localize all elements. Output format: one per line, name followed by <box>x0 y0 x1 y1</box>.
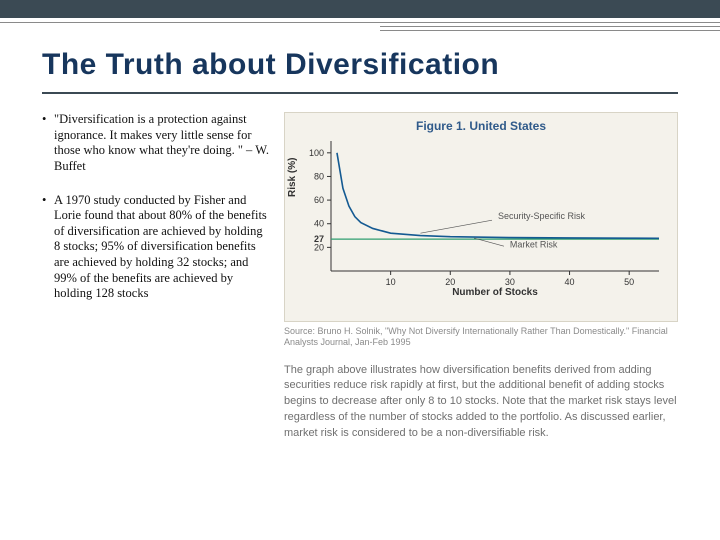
svg-text:Number of Stocks: Number of Stocks <box>452 287 538 297</box>
svg-text:50: 50 <box>624 277 634 287</box>
top-bar <box>0 0 720 18</box>
bullet-list: "Diversification is a protection against… <box>42 112 270 302</box>
svg-text:Security-Specific Risk: Security-Specific Risk <box>498 211 586 221</box>
svg-text:40: 40 <box>314 219 324 229</box>
svg-text:30: 30 <box>505 277 515 287</box>
svg-text:60: 60 <box>314 195 324 205</box>
figure-title: Figure 1. United States <box>293 119 669 133</box>
svg-text:80: 80 <box>314 171 324 181</box>
figure-caption: The graph above illustrates how diversif… <box>284 363 678 443</box>
svg-text:27: 27 <box>314 234 324 244</box>
decorative-rules <box>0 22 720 34</box>
risk-chart: 204060801001020304050Number of Stocks27S… <box>293 137 669 297</box>
left-column: "Diversification is a protection against… <box>42 112 270 442</box>
svg-text:20: 20 <box>445 277 455 287</box>
content-area: "Diversification is a protection against… <box>42 112 678 442</box>
y-axis-label: Risk (%) <box>287 158 298 197</box>
page-title: The Truth about Diversification <box>42 48 499 82</box>
svg-text:10: 10 <box>386 277 396 287</box>
bullet-item: A 1970 study conducted by Fisher and Lor… <box>42 193 270 302</box>
chart-wrapper: Risk (%) 204060801001020304050Number of … <box>293 137 669 297</box>
title-underline <box>42 92 678 94</box>
figure-box: Figure 1. United States Risk (%) 20 40 60 8… <box>284 112 678 322</box>
figure-source: Source: Bruno H. Solnik, "Why Not Divers… <box>284 326 678 349</box>
svg-text:Market Risk: Market Risk <box>510 239 558 249</box>
svg-text:40: 40 <box>565 277 575 287</box>
bullet-item: "Diversification is a protection against… <box>42 112 270 175</box>
svg-text:100: 100 <box>309 148 324 158</box>
right-column: Figure 1. United States Risk (%) 20 40 60 8… <box>284 112 678 442</box>
